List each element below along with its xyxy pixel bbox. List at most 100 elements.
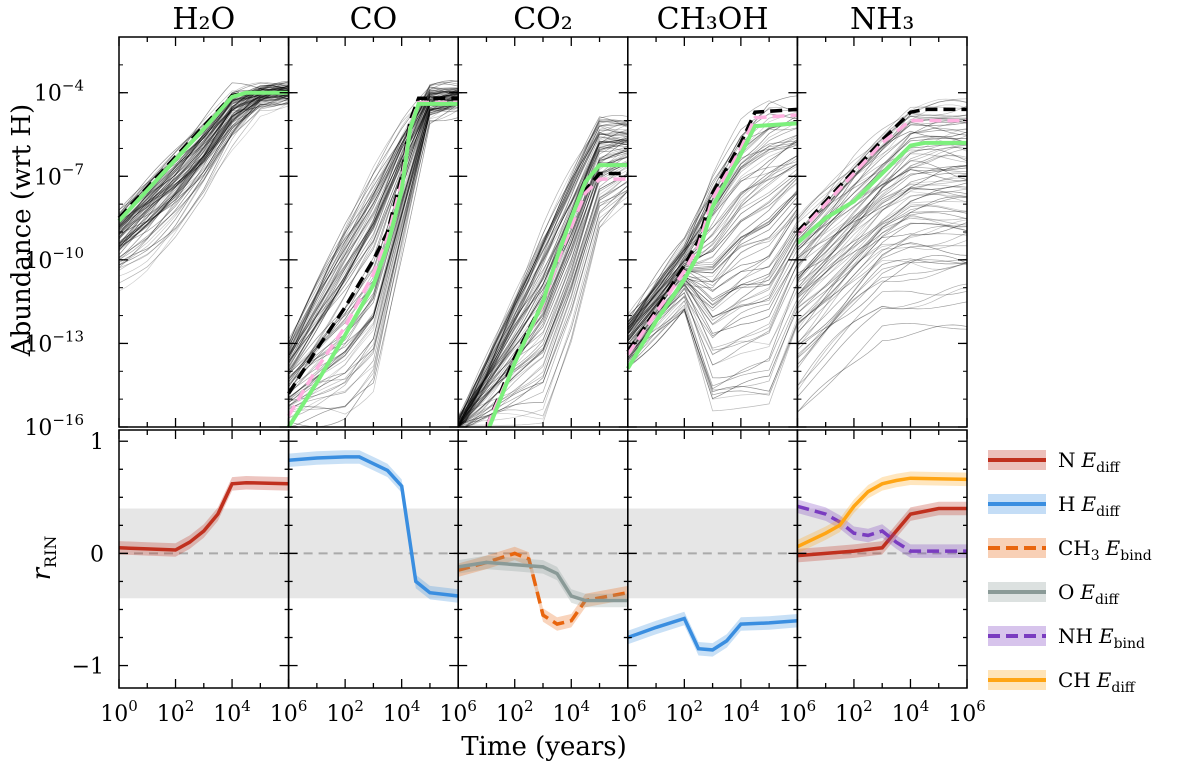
y-tick-exponent: −16 [52,411,84,429]
ensemble-run-line [288,91,459,351]
ensemble-run-line [458,139,628,427]
ensemble-run-line [797,98,968,218]
ensemble-run-line [627,215,798,342]
ensemble-run-line [627,306,798,400]
ensemble-run-line [458,119,628,421]
legend-species: O [1058,580,1074,604]
ensemble-run-line [458,141,628,427]
ensemble-run-line [288,92,459,354]
x-tick-label: 104 [552,697,590,727]
ensemble-run-line [458,174,628,427]
ensemble-run-line [627,172,798,335]
ensemble-run-line [458,143,628,427]
ensemble-run-line [288,102,459,403]
y-tick-label: 10−13 [24,327,84,357]
ensemble-run-line [119,87,289,245]
ensemble-run-line [458,125,628,427]
ensemble-run-line [627,165,798,331]
ensemble-run-line [288,96,459,377]
ensemble-run-line [797,98,968,221]
ensemble-run-line [458,133,628,427]
ensemble-run-line [119,92,289,261]
ensemble-run-line [288,101,459,399]
ensemble-run-line [797,290,968,387]
ensemble-run-line [797,155,968,266]
ensemble-run-line [627,192,798,342]
ensemble-run-line [288,106,459,411]
ensemble-runs [288,80,459,427]
ensemble-run-line [288,102,459,398]
ensemble-run-line [627,228,798,350]
ensemble-run-line [627,190,798,340]
legend-energy: E [1080,492,1096,516]
ensemble-run-line [797,204,968,308]
x-tick-exponent: 6 [298,697,308,715]
ensemble-run-line [288,91,459,356]
legend-label: NH Ebind [1058,624,1145,652]
x-tick-label: 104 [383,697,421,727]
ensemble-run-line [458,174,628,427]
ensemble-run-line [797,179,968,291]
y-tick-exponent: −7 [62,160,84,178]
ensemble-run-line [797,182,968,296]
ensemble-run-line [119,94,289,268]
x-tick-label: 100 [100,697,138,727]
ensemble-run-line [797,242,968,346]
correlation-band-h [288,450,459,603]
ensemble-run-line [458,185,628,427]
x-tick-base: 10 [270,702,298,727]
ensemble-run-line [797,118,968,234]
x-tick-base: 10 [213,702,241,727]
ensemble-run-line [288,92,459,367]
x-tick-label: 104 [213,697,251,727]
ensemble-run-line [797,233,968,333]
ensemble-run-line [797,129,968,245]
ensemble-run-line [288,87,459,346]
ensemble-run-line [627,192,798,332]
ensemble-run-line [119,99,289,244]
ensemble-run-line [458,190,628,427]
ensemble-run-line [119,88,289,231]
ensemble-run-line [627,127,798,328]
ensemble-run-line [119,82,289,211]
ensemble-run-line [458,146,628,420]
ensemble-run-line [458,185,628,427]
ensemble-run-line [119,89,289,229]
ensemble-run-line [288,106,459,392]
ensemble-run-line [119,85,289,249]
ensemble-run-line [119,96,289,263]
ensemble-run-line [119,95,289,248]
top-panel-frame [796,36,968,428]
ensemble-run-line [119,94,289,259]
ensemble-run-line [627,95,798,323]
ensemble-run-line [797,172,968,283]
ensemble-run-line [119,92,289,235]
correlation-line-o [457,560,628,603]
ensemble-run-line [797,173,968,289]
ensemble-run-line [627,298,798,390]
ensemble-run-line [797,217,968,322]
ensemble-run-line [119,95,289,266]
x-tick-base: 10 [383,702,411,727]
correlation-line-nh [796,504,967,553]
y-tick-label: 10−16 [24,411,84,441]
ensemble-run-line [119,86,289,238]
ensemble-run-line [797,216,968,321]
ensemble-run-line [627,113,798,324]
ensemble-run-line [119,101,289,284]
ensemble-run-line [797,166,968,277]
x-tick-exponent: 2 [524,697,534,715]
ensemble-run-line [627,308,798,396]
ensemble-run-line [288,95,459,386]
ensemble-run-line [458,124,628,424]
ensemble-run-line [458,180,628,427]
legend-energy: E [1096,668,1112,692]
ensemble-run-line [458,120,628,423]
x-tick-label: 106 [779,697,817,727]
ensemble-run-line [797,283,968,387]
ensemble-run-line [458,132,628,425]
legend-label: CH3 Ebind [1058,536,1152,564]
ensemble-run-line [288,89,459,351]
ensemble-run-line [119,87,289,230]
ensemble-run-line [797,127,968,254]
